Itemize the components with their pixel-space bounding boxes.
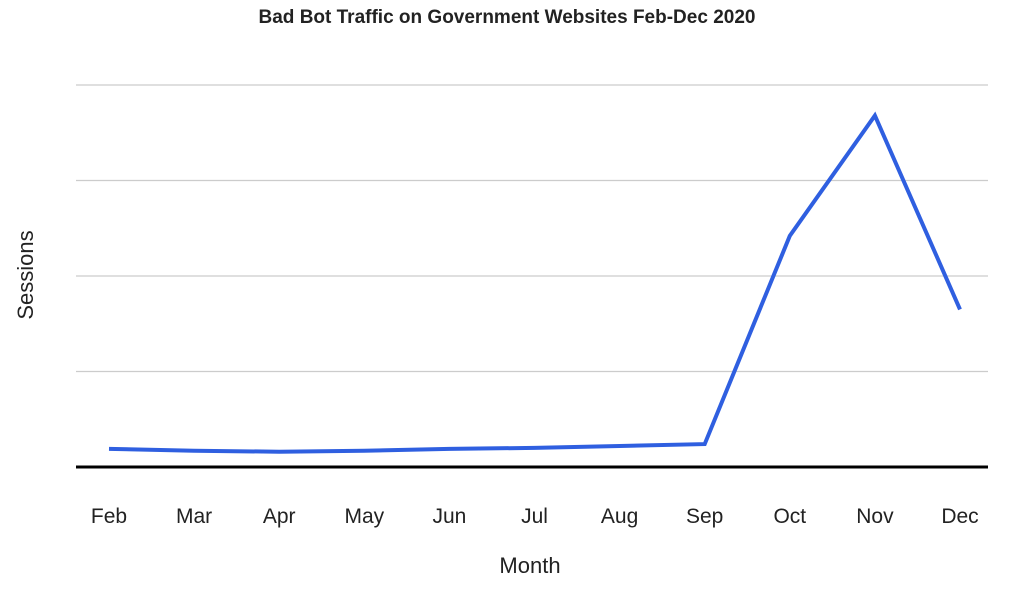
gridlines: [76, 84, 988, 373]
x-tick-label: Apr: [263, 505, 296, 528]
x-tick-label: Jul: [521, 505, 548, 528]
x-tick-label: Mar: [176, 505, 212, 528]
x-tick-label: Feb: [91, 505, 127, 528]
x-tick-label: Aug: [601, 505, 638, 528]
x-tick-labels: Feb Mar Apr May Jun Jul Aug Sep Oct Nov Dec: [91, 505, 979, 528]
x-tick-label: Nov: [856, 505, 894, 528]
x-axis-label: Month: [499, 553, 560, 578]
x-tick-label: Jun: [432, 505, 466, 528]
x-tick-label: Dec: [941, 505, 978, 528]
x-tick-label: Oct: [773, 505, 806, 528]
x-tick-label: Sep: [686, 505, 723, 528]
chart-title: Bad Bot Traffic on Government Websites F…: [259, 7, 756, 28]
x-tick-label: May: [344, 505, 384, 528]
series-line: [108, 111, 962, 454]
y-axis-label: Sessions: [13, 230, 38, 319]
